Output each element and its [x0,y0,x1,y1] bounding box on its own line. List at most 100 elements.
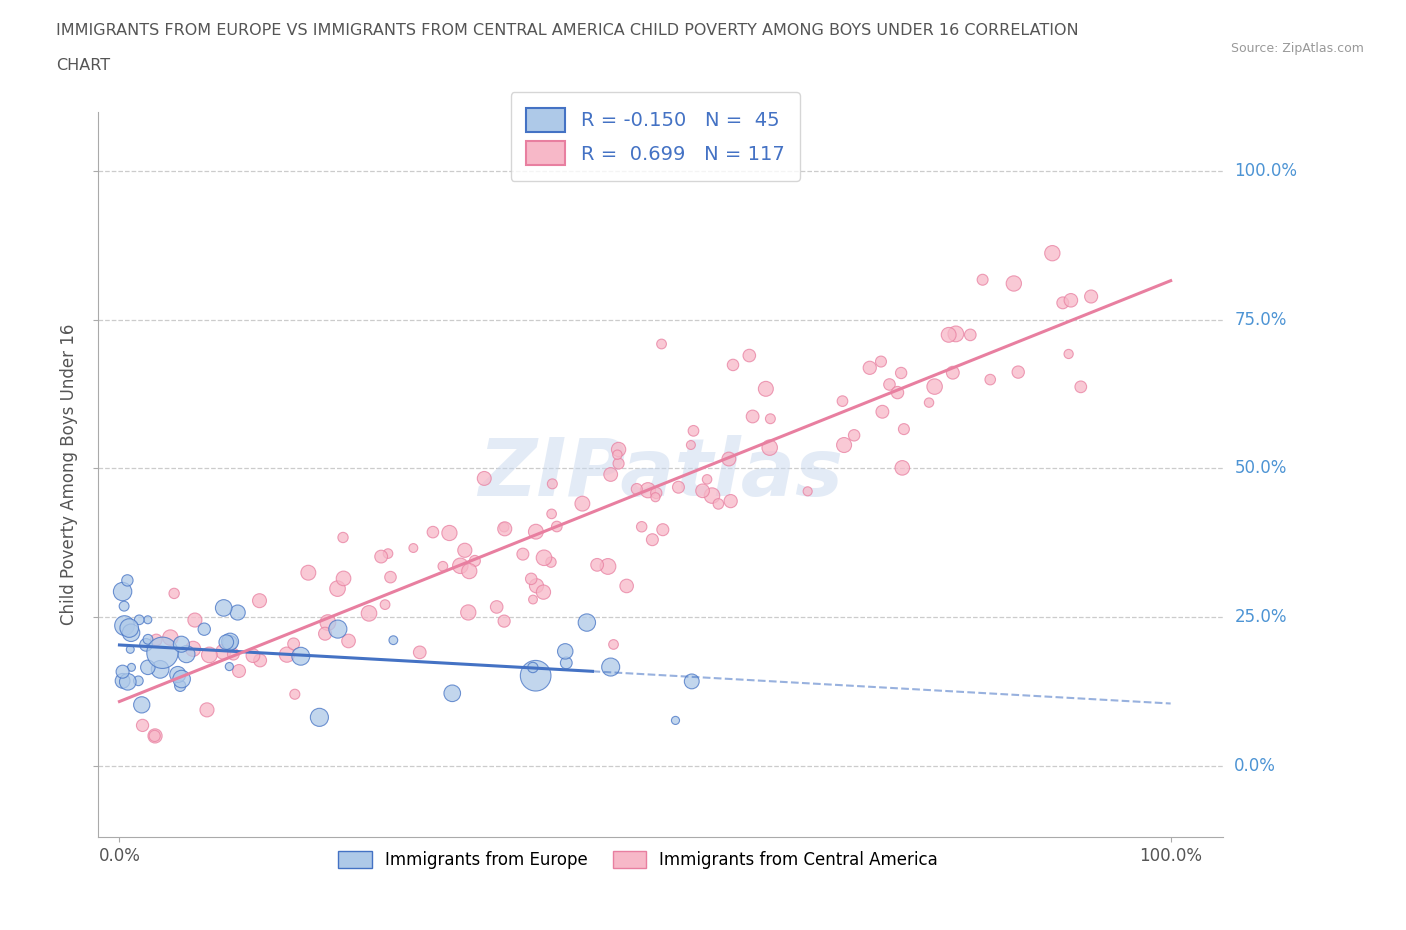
Point [651,337,673,352]
Point [533,551,555,565]
Point [357,606,380,621]
Point [607,456,630,471]
Point [644,490,666,505]
Point [485,600,508,615]
Point [842,428,865,443]
Point [831,393,853,408]
Point [626,482,648,497]
Point [370,549,392,564]
Point [540,554,562,569]
Text: 0.0%: 0.0% [1234,757,1277,775]
Point [879,377,901,392]
Point [522,592,544,607]
Point [721,357,744,372]
Text: 75.0%: 75.0% [1234,311,1286,328]
Point [664,713,686,728]
Point [717,452,740,467]
Point [332,530,354,545]
Point [166,667,188,682]
Point [118,620,141,635]
Point [859,360,882,375]
Point [422,525,444,539]
Text: 25.0%: 25.0% [1234,608,1286,626]
Point [599,467,621,482]
Point [193,622,215,637]
Point [668,480,690,495]
Point [696,472,718,486]
Point [332,571,354,586]
Point [555,656,578,671]
Point [218,659,240,674]
Point [439,525,461,540]
Point [143,728,166,743]
Point [886,385,908,400]
Point [596,559,619,574]
Point [112,599,135,614]
Point [979,372,1001,387]
Point [290,649,312,664]
Point [1007,365,1029,379]
Point [131,698,153,712]
Point [630,519,652,534]
Point [575,615,598,630]
Point [226,605,249,620]
Point [242,648,264,663]
Point [152,645,174,660]
Point [1040,246,1063,260]
Point [700,488,723,503]
Point [159,631,181,645]
Point [143,728,166,743]
Point [645,485,668,500]
Point [602,637,624,652]
Point [198,647,221,662]
Text: IMMIGRANTS FROM EUROPE VS IMMIGRANTS FROM CENTRAL AMERICA CHILD POVERTY AMONG BO: IMMIGRANTS FROM EUROPE VS IMMIGRANTS FRO… [56,23,1078,38]
Point [741,409,763,424]
Point [314,626,336,641]
Point [219,634,242,649]
Point [380,570,402,585]
Point [893,421,915,436]
Point [959,327,981,342]
Point [1070,379,1092,394]
Point [297,565,319,580]
Point [136,660,159,675]
Point [870,354,893,369]
Point [195,702,218,717]
Point [326,581,349,596]
Point [679,437,702,452]
Point [176,646,198,661]
Point [606,447,628,462]
Point [924,379,946,394]
Point [1060,293,1083,308]
Point [170,671,193,686]
Point [494,520,516,535]
Point [458,564,481,578]
Point [316,615,339,630]
Point [872,405,894,419]
Point [114,618,136,633]
Point [891,460,914,475]
Point [326,621,349,636]
Y-axis label: Child Poverty Among Boys Under 16: Child Poverty Among Boys Under 16 [59,324,77,625]
Legend: Immigrants from Europe, Immigrants from Central America: Immigrants from Europe, Immigrants from … [332,844,945,876]
Point [637,483,659,498]
Point [945,326,967,341]
Point [111,673,134,688]
Point [215,634,238,649]
Point [942,365,965,380]
Point [599,659,621,674]
Point [184,613,207,628]
Point [759,411,782,426]
Point [127,673,149,688]
Point [170,637,193,652]
Point [524,669,547,684]
Point [651,523,673,538]
Point [616,578,638,593]
Point [181,642,204,657]
Point [249,593,271,608]
Point [382,632,405,647]
Point [541,476,564,491]
Point [149,662,172,677]
Point [145,632,167,647]
Point [546,519,568,534]
